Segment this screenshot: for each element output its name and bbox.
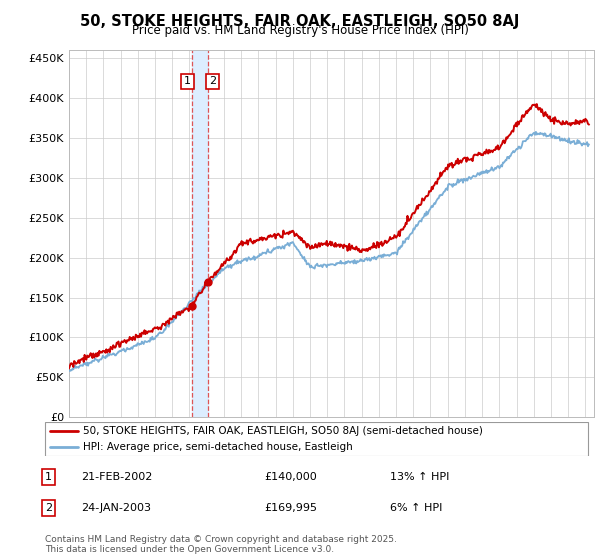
Text: 50, STOKE HEIGHTS, FAIR OAK, EASTLEIGH, SO50 8AJ (semi-detached house): 50, STOKE HEIGHTS, FAIR OAK, EASTLEIGH, … (83, 426, 483, 436)
Text: 6% ↑ HPI: 6% ↑ HPI (390, 503, 442, 513)
Text: 21-FEB-2002: 21-FEB-2002 (81, 472, 152, 482)
Text: 24-JAN-2003: 24-JAN-2003 (81, 503, 151, 513)
Text: 50, STOKE HEIGHTS, FAIR OAK, EASTLEIGH, SO50 8AJ: 50, STOKE HEIGHTS, FAIR OAK, EASTLEIGH, … (80, 14, 520, 29)
Text: Contains HM Land Registry data © Crown copyright and database right 2025.
This d: Contains HM Land Registry data © Crown c… (45, 535, 397, 554)
FancyBboxPatch shape (45, 422, 588, 456)
Text: £169,995: £169,995 (264, 503, 317, 513)
Text: £140,000: £140,000 (264, 472, 317, 482)
Text: HPI: Average price, semi-detached house, Eastleigh: HPI: Average price, semi-detached house,… (83, 442, 353, 452)
Text: Price paid vs. HM Land Registry's House Price Index (HPI): Price paid vs. HM Land Registry's House … (131, 24, 469, 37)
Text: 13% ↑ HPI: 13% ↑ HPI (390, 472, 449, 482)
Text: 1: 1 (45, 472, 52, 482)
Text: 2: 2 (209, 76, 216, 86)
Bar (192, 50, 208, 417)
Text: 1: 1 (184, 76, 191, 86)
Text: 2: 2 (45, 503, 52, 513)
